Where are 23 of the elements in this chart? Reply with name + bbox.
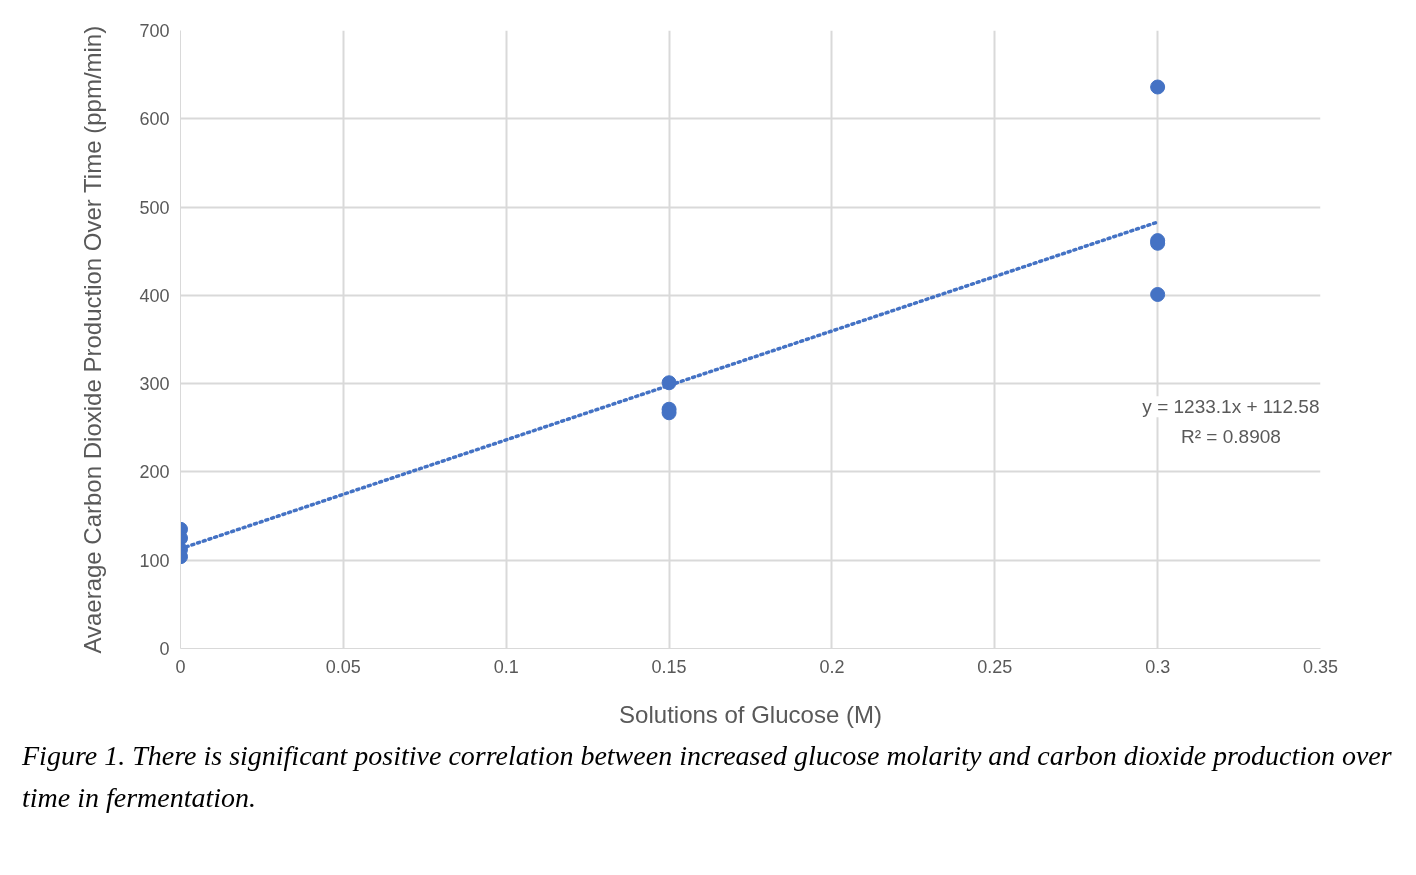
annotation: R² = 0.8908 [1181,426,1281,448]
x-axis-title: Solutions of Glucose (M) [619,700,882,728]
y-axis-title: Avaerage Carbon Dioxide Production Over Time (ppm/min) [79,25,107,654]
y-tick-label: 400 [139,285,170,306]
x-tick-label: 0.3 [1145,656,1171,677]
x-tick-label: 0.2 [819,656,845,677]
y-tick-label: 300 [139,374,170,395]
caption: Figure 1. There is significant positive correlation between increased glucose molarity and carbon dioxide production over time in fermentation. [22,739,1392,815]
y-tick-label: 100 [139,550,170,571]
x-tick-label: 0.25 [977,656,1013,677]
x-tick-label: 0.15 [651,656,687,677]
point [1150,79,1166,95]
x-tick-label: 0 [175,656,186,677]
point [1150,286,1166,302]
x-tick-label: 0.05 [325,656,361,677]
y-tick-label: 200 [139,462,170,483]
y-tick-label: 0 [159,639,170,659]
y-tick-label: 700 [139,21,170,41]
x-tick-label: 0.35 [1302,656,1339,677]
y-tick-label: 500 [139,197,170,218]
y-tick-label: 600 [139,109,170,130]
x-tick-label: 0.1 [493,656,519,677]
annotation: y = 1233.1x + 112.58 [1142,396,1320,418]
